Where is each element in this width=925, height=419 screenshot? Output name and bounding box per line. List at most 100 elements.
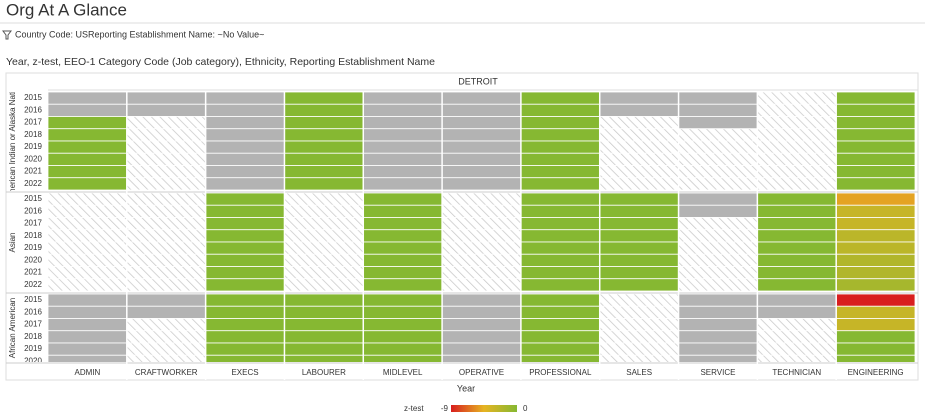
heat-cell (756, 177, 837, 191)
heat-cell (599, 92, 679, 105)
heat-cell (47, 165, 128, 179)
column-header[interactable]: DETROIT (458, 76, 498, 86)
x-tick-label: SERVICE (700, 368, 735, 377)
legend-tick-label: 0 (523, 404, 528, 413)
heat-cell (126, 342, 207, 356)
filter-icon[interactable] (2, 30, 12, 40)
heat-cell (678, 165, 758, 179)
heat-cell (126, 116, 207, 130)
heat-cell (599, 318, 679, 332)
y-tick-label: 2015 (24, 194, 42, 203)
heat-cell (284, 217, 364, 231)
heat-cell (47, 152, 128, 166)
heat-cell (284, 294, 364, 307)
heat-cell (205, 354, 285, 362)
heat-cell (441, 241, 522, 255)
heat-cell (362, 253, 443, 267)
heat-cell (205, 229, 285, 243)
heat-cell (756, 217, 837, 231)
heat-cell (678, 140, 758, 154)
heat-cell (678, 266, 758, 280)
heat-cell (47, 253, 128, 267)
heat-cell (47, 266, 128, 280)
heat-cell (835, 116, 916, 130)
heat-cell (599, 103, 679, 117)
heat-cell (835, 278, 916, 292)
chart-title: Year, z-test, EEO-1 Category Code (Job c… (6, 56, 435, 68)
heat-cell (362, 266, 443, 280)
heat-cell (678, 177, 758, 191)
heat-cell (520, 229, 601, 243)
heat-cell (47, 229, 128, 243)
heat-cell (599, 266, 679, 280)
heat-cell (520, 318, 601, 332)
heat-cell (520, 217, 601, 231)
heat-cell (441, 253, 522, 267)
heat-cell (756, 305, 837, 319)
heat-cell (599, 354, 679, 362)
heat-cell (47, 140, 128, 154)
heat-cell (441, 103, 522, 117)
y-tick-label: 2020 (24, 356, 42, 365)
heat-cell (835, 204, 916, 218)
heat-cell (441, 92, 522, 105)
ethnicity-group: American Indian or Alaska Native 2015 2016… (8, 92, 916, 191)
heat-cell (599, 177, 679, 191)
ethnicity-group: Asian 2015 2016 2017 2018 2019 2020 2021 2022 (8, 193, 916, 292)
heat-cell (520, 342, 601, 356)
heat-cell (284, 204, 364, 218)
filter[interactable]: Reporting Establishment Name: ~No Value~ (88, 29, 264, 39)
y-tick-label: 2022 (24, 280, 42, 289)
heat-cell (520, 305, 601, 319)
heat-cell (126, 217, 207, 231)
heat-cell (756, 193, 837, 206)
heat-cell (362, 204, 443, 218)
heat-cell (520, 152, 601, 166)
x-tick-label: PROFESSIONAL (529, 368, 592, 377)
heat-cell (835, 342, 916, 356)
filter[interactable]: Country Code: US (15, 29, 88, 39)
x-tick-label: ADMIN (75, 368, 101, 377)
y-tick-label: 2021 (24, 268, 42, 277)
heat-cell (362, 177, 443, 191)
heat-cell (284, 177, 364, 191)
heat-cell (47, 294, 128, 307)
heat-cell (126, 305, 207, 319)
heat-cell (756, 116, 837, 130)
heat-cell (47, 193, 128, 206)
y-tick-label: 2019 (24, 243, 42, 252)
heat-cell (835, 318, 916, 332)
heat-cell (441, 330, 522, 344)
heat-cell (520, 165, 601, 179)
heat-cell (520, 116, 601, 130)
y-tick-label: 2019 (24, 142, 42, 151)
heat-cell (284, 278, 364, 292)
chart-frame (5, 72, 919, 381)
x-tick-label: CRAFTWORKER (135, 368, 198, 377)
group-label: African American (8, 298, 17, 358)
heat-cell (441, 229, 522, 243)
heat-cell (599, 342, 679, 356)
y-tick-label: 2019 (24, 344, 42, 353)
heat-cell (599, 241, 679, 255)
heat-cell (205, 318, 285, 332)
heat-cell (678, 318, 758, 332)
heat-cell (126, 152, 207, 166)
heat-cell (441, 140, 522, 154)
heat-cell (520, 103, 601, 117)
heat-cell (362, 354, 443, 362)
heat-cell (599, 204, 679, 218)
heat-cell (126, 204, 207, 218)
x-tick-label: OPERATIVE (459, 368, 504, 377)
heat-cell (756, 128, 837, 142)
heat-cell (835, 193, 916, 206)
heat-cell (441, 278, 522, 292)
heat-cell (362, 165, 443, 179)
heat-cell (47, 204, 128, 218)
heat-cell (47, 116, 128, 130)
heat-cell (284, 140, 364, 154)
heat-cell (678, 229, 758, 243)
heat-cell (284, 342, 364, 356)
heat-cell (599, 217, 679, 231)
